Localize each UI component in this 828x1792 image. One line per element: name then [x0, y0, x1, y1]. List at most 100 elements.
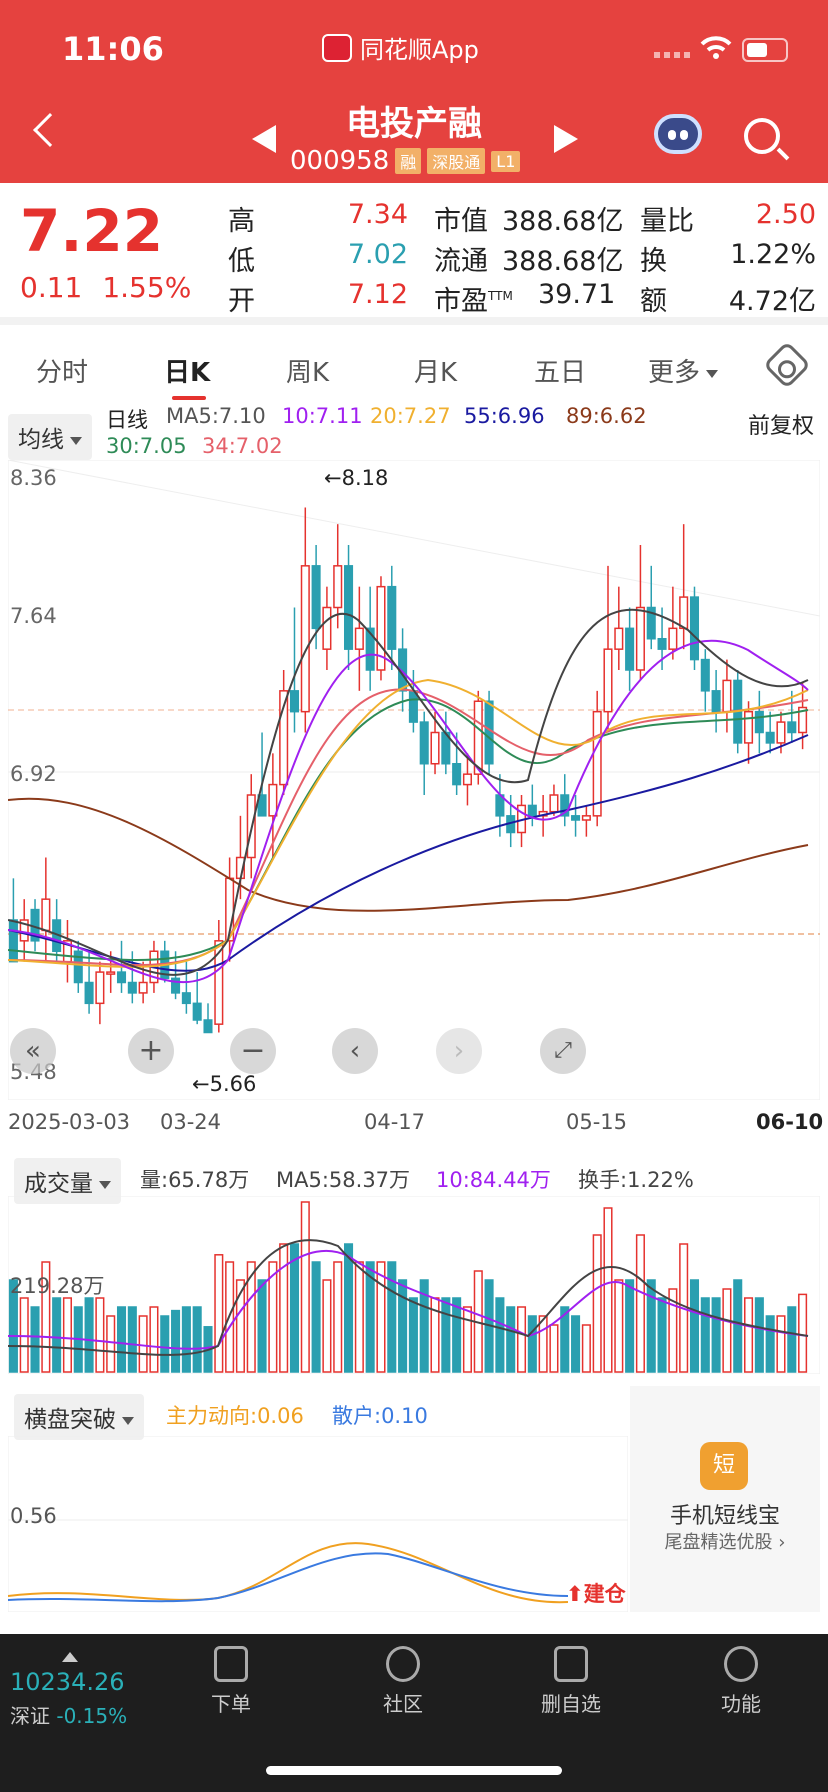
tab-daily[interactable]: 日K	[164, 358, 211, 388]
volume-bar	[235, 1279, 245, 1373]
candle-body	[419, 721, 429, 765]
volume-bar	[192, 1306, 202, 1373]
volume-bar	[171, 1309, 181, 1373]
ma89-value: 89:6.62	[566, 404, 647, 428]
volume-bar	[516, 1306, 527, 1373]
zoom-out-button[interactable]: −	[230, 1028, 276, 1074]
nav-functions[interactable]: 功能	[686, 1646, 796, 1717]
index-value: 10234.26	[10, 1668, 125, 1696]
chevron-down-icon	[99, 1180, 111, 1189]
x-label-4: 06-10	[756, 1110, 824, 1134]
candle-body	[776, 721, 786, 744]
candle-body	[127, 981, 137, 994]
candle-body	[311, 565, 321, 630]
volume-bar	[776, 1315, 786, 1373]
fullscreen-button[interactable]: ⤢	[540, 1028, 586, 1074]
volume-bar	[798, 1293, 808, 1373]
adjust-rights[interactable]: 前复权	[748, 414, 815, 439]
candle-body	[192, 1002, 202, 1021]
max-price-note: ←8.18	[324, 466, 389, 490]
volume-chart[interactable]	[8, 1196, 820, 1374]
volume-bar	[635, 1234, 645, 1373]
candle-body	[257, 794, 267, 817]
zoom-in-button[interactable]: +	[128, 1028, 174, 1074]
candle-body	[689, 596, 700, 661]
chevron-down-icon	[70, 436, 82, 445]
candle-body	[765, 731, 775, 744]
index-name: 深证	[10, 1704, 50, 1728]
ma30-value: 30:7.05	[106, 434, 187, 458]
turnover-value: 1.22%	[730, 239, 816, 270]
nav-community[interactable]: 社区	[348, 1646, 458, 1717]
scroll-left-button[interactable]: ‹	[332, 1028, 378, 1074]
index-ticker[interactable]: 10234.26 深证 -0.15%	[10, 1652, 160, 1729]
rewind-button[interactable]: «	[10, 1028, 56, 1074]
volume-bar	[138, 1315, 148, 1373]
app-header: 11:06 同花顺App 电投产融 000958 融 深股通 L1	[0, 0, 828, 183]
tab-monthly[interactable]: 月K	[414, 358, 458, 388]
short-line-ad[interactable]: 短 手机短线宝 尾盘精选优股 ›	[630, 1386, 820, 1612]
volratio-value: 2.50	[755, 199, 816, 230]
amount-value: 4.72亿	[728, 286, 816, 317]
tab-more[interactable]: 更多	[648, 352, 719, 389]
candle-body	[354, 627, 364, 650]
pe-label: 市盈TTM	[434, 286, 513, 317]
index-up-arrow	[62, 1652, 78, 1662]
turnover-label: 换	[640, 246, 667, 277]
candle-body	[289, 690, 300, 713]
high-label: 高	[228, 206, 255, 237]
volume-axis-label: 219.28万	[10, 1274, 105, 1298]
candle-body	[8, 919, 18, 963]
volume-bar	[646, 1279, 656, 1373]
tab-intraday[interactable]: 分时	[36, 358, 89, 388]
period-tabs: 分时 日K 周K 月K 五日 更多	[0, 330, 828, 400]
amount-label: 额	[640, 286, 667, 317]
volume-bar	[84, 1297, 94, 1373]
search-icon[interactable]	[744, 118, 780, 154]
volume-bar	[744, 1297, 754, 1373]
tab-five-day[interactable]: 五日	[534, 358, 587, 388]
low-value: 7.02	[347, 239, 408, 270]
nav-order[interactable]: 下单	[176, 1646, 286, 1717]
osc-axis-label: 0.56	[10, 1504, 57, 1528]
volume-bar	[8, 1279, 18, 1373]
x-label-2: 04-17	[364, 1110, 426, 1134]
volume-bar	[462, 1306, 472, 1373]
home-indicator[interactable]	[266, 1766, 562, 1775]
active-tab-indicator	[172, 396, 206, 400]
volume-bar	[408, 1297, 418, 1373]
osc-selector[interactable]: 横盘突破	[14, 1394, 144, 1440]
candle-body	[581, 815, 591, 821]
volume-bar	[257, 1279, 267, 1373]
candle-body	[333, 565, 343, 609]
volume-bar	[160, 1315, 170, 1373]
volume-bar	[95, 1297, 105, 1373]
volume-bar	[787, 1306, 797, 1373]
nav-remove-watchlist[interactable]: 删自选	[516, 1646, 626, 1717]
kline-chart[interactable]	[8, 460, 820, 1100]
volume-bar	[668, 1288, 678, 1373]
remove-watchlist-icon	[554, 1646, 588, 1682]
high-value: 7.34	[347, 199, 408, 230]
volume-bar	[733, 1279, 743, 1373]
ma34-value: 34:7.02	[202, 434, 283, 458]
scroll-right-button[interactable]: ›	[436, 1028, 482, 1074]
oscillator-chart[interactable]	[8, 1436, 628, 1612]
candle-body	[214, 940, 224, 1025]
volume-value: 量:65.78万	[140, 1168, 250, 1192]
menu-icon	[724, 1646, 758, 1682]
volume-bar	[181, 1306, 191, 1373]
robot-assistant-icon[interactable]	[654, 114, 702, 154]
ma-selector[interactable]: 均线	[8, 414, 92, 460]
candle-body	[473, 700, 483, 775]
tab-weekly[interactable]: 周K	[286, 358, 330, 388]
chart-zoom-controls: « + − ‹ › ⤢	[10, 1028, 590, 1076]
next-stock-button[interactable]	[554, 125, 578, 153]
volume-bar	[722, 1288, 732, 1373]
settings-icon[interactable]	[762, 340, 812, 390]
app-icon	[322, 33, 352, 62]
volume-bar	[246, 1261, 256, 1373]
prev-stock-button[interactable]	[252, 125, 276, 153]
ad-icon: 短	[700, 1442, 748, 1490]
volume-turnover: 换手:1.22%	[578, 1168, 694, 1192]
